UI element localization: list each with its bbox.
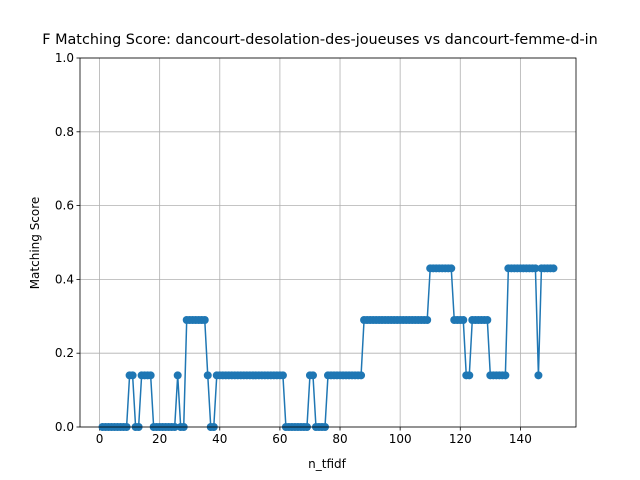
data-point <box>357 371 366 380</box>
y-tick-label: 0.6 <box>55 199 74 213</box>
y-tick-label: 0.2 <box>55 346 74 360</box>
data-point <box>200 315 209 324</box>
x-tick-label: 40 <box>212 432 227 446</box>
data-line <box>102 267 554 428</box>
chart-title: F Matching Score: dancourt-desolation-de… <box>42 32 598 48</box>
data-point <box>549 264 558 273</box>
data-point <box>203 371 212 380</box>
data-point <box>278 371 287 380</box>
data-point <box>447 264 456 273</box>
y-axis-label: Matching Score <box>28 197 42 290</box>
y-tick-label: 1.0 <box>55 51 74 65</box>
x-tick-label: 100 <box>389 432 412 446</box>
data-point <box>459 315 468 324</box>
y-tick-label: 0.4 <box>55 272 74 286</box>
x-tick-label: 0 <box>96 432 104 446</box>
data-point <box>501 371 510 380</box>
y-tick-label: 0.0 <box>55 420 74 434</box>
data-point <box>531 264 540 273</box>
x-tick-label: 20 <box>152 432 167 446</box>
x-axis-label: n_tfidf <box>308 457 346 471</box>
y-tick-label: 0.8 <box>55 125 74 139</box>
data-point <box>465 371 474 380</box>
data-point <box>173 371 182 380</box>
plot-frame <box>79 57 577 428</box>
data-point <box>483 315 492 324</box>
x-tick-label: 120 <box>449 432 472 446</box>
x-tick-label: 140 <box>509 432 532 446</box>
data-point <box>146 371 155 380</box>
data-point <box>308 371 317 380</box>
data-point <box>534 371 543 380</box>
data-point <box>423 315 432 324</box>
x-tick-label: 60 <box>272 432 287 446</box>
data-point <box>128 371 137 380</box>
x-tick-label: 80 <box>332 432 347 446</box>
